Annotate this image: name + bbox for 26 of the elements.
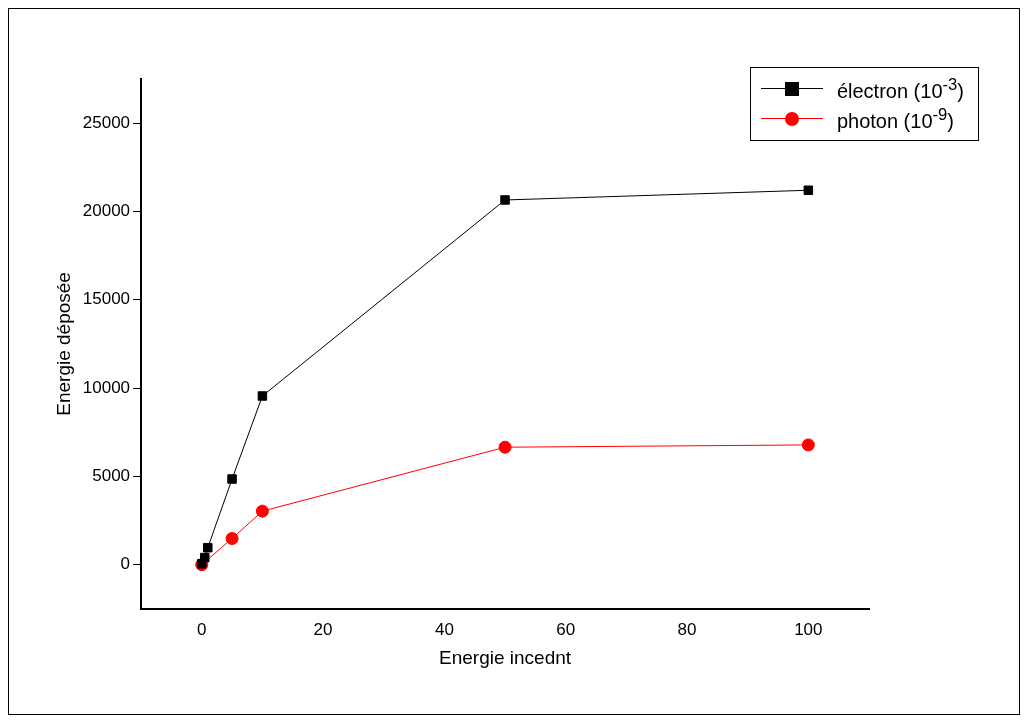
point	[500, 195, 510, 205]
legend-label: photon (10$^{-9}$)	[836, 105, 955, 133]
legend-label: électron (10$^{-3}$)	[836, 75, 964, 103]
point	[801, 438, 815, 452]
x-tick-label: 0	[197, 619, 207, 639]
x-tick-label: 80	[677, 619, 697, 639]
y-tick-label: 10000	[82, 377, 131, 397]
x-tick-label: 40	[434, 619, 454, 639]
point	[257, 391, 268, 401]
point	[225, 532, 239, 546]
y-tick-label: 25000	[82, 112, 131, 132]
x-tick-label: 100	[794, 619, 823, 639]
point	[803, 185, 814, 195]
x-axis-title: Energie incednt	[439, 646, 572, 668]
x-tick-label: 60	[556, 619, 576, 639]
y-tick-label: 15000	[82, 289, 131, 309]
y-axis-title: Energie déposée	[52, 272, 74, 416]
x-tick-label: 20	[313, 619, 333, 639]
y-tick-label: 20000	[82, 201, 131, 221]
y-tick-label: 5000	[92, 466, 131, 486]
point	[200, 552, 210, 563]
point	[227, 474, 237, 484]
point	[203, 542, 213, 553]
y-tick-label: 0	[120, 554, 131, 574]
point	[498, 440, 512, 454]
point	[255, 504, 269, 518]
